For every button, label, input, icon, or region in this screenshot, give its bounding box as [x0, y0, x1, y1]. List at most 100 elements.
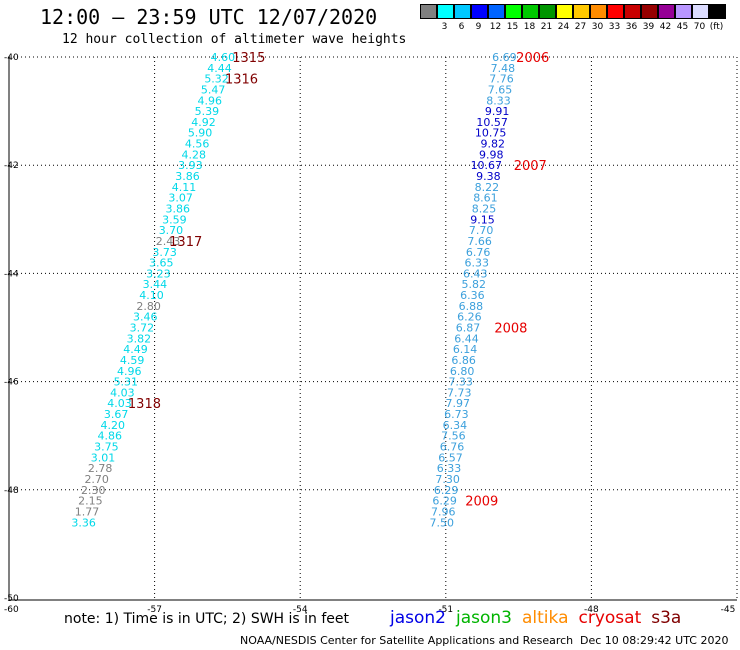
wave-height-value: 3.70: [159, 224, 184, 237]
wave-height-value: 5.39: [195, 105, 220, 118]
scale-swatch: [641, 4, 658, 19]
wave-height-value: 7.33: [448, 376, 473, 389]
wave-height-value: 2.70: [84, 473, 109, 486]
scale-label: 70: [693, 22, 706, 32]
wave-height-value: 6.34: [443, 419, 468, 432]
wave-height-value: 3.07: [168, 192, 193, 205]
wave-height-value: 7.56: [441, 430, 466, 443]
scale-label: 27: [574, 22, 587, 32]
wave-height-value: 6.76: [466, 246, 491, 259]
wave-height-value: 5.82: [462, 278, 487, 291]
lon-tick-label: -45: [721, 605, 736, 615]
scale-swatch: [556, 4, 573, 19]
wave-height-value: 3.86: [165, 202, 190, 215]
scale-label: 36: [625, 22, 638, 32]
wave-height-value: 3.46: [133, 311, 158, 324]
scale-swatch: [658, 4, 675, 19]
scale-swatch: [692, 4, 709, 19]
time-label: 2008: [494, 322, 527, 337]
scale-swatch: [471, 4, 488, 19]
time-label: 2006: [516, 51, 549, 66]
satellite-altika: altika: [522, 608, 569, 628]
satellite-jason3: jason3: [456, 608, 512, 628]
lon-tick-label: -51: [438, 605, 453, 615]
wave-height-value: 7.97: [446, 397, 471, 410]
wave-height-value: 5.47: [201, 83, 226, 96]
wave-height-value: 3.72: [130, 322, 155, 335]
scale-label: 42: [659, 22, 672, 32]
wave-height-value: 8.25: [472, 202, 497, 215]
wave-height-value: 4.56: [185, 138, 210, 151]
wave-height-value: 3.01: [91, 451, 116, 464]
wave-height-value: 6.14: [453, 343, 478, 356]
generated-timestamp: Dec 10 08:29:42 UTC 2020: [580, 634, 729, 647]
wave-height-value: 6.57: [438, 451, 463, 464]
wave-height-value: 7.66: [467, 235, 492, 248]
wave-height-value: 6.36: [460, 289, 485, 302]
footer-note: note: 1) Time is in UTC; 2) SWH is in fe…: [64, 611, 350, 627]
time-label: 1317: [169, 235, 202, 250]
lat-tick-label: -48: [4, 486, 19, 496]
scale-label: 9: [475, 22, 482, 32]
scale-label: 24: [557, 22, 570, 32]
wave-height-value: 4.59: [120, 354, 145, 367]
scale-label: 33: [608, 22, 621, 32]
wave-height-value: 6.26: [457, 311, 482, 324]
scale-label: (ft): [709, 22, 724, 32]
wave-height-value: 4.11: [172, 181, 197, 194]
wave-height-value: 9.15: [470, 213, 495, 226]
wave-height-value: 5.31: [114, 376, 139, 389]
wave-height-value: 4.10: [139, 289, 164, 302]
scale-swatch: [573, 4, 590, 19]
scale-swatch: [675, 4, 692, 19]
scale-swatch: [624, 4, 641, 19]
wave-height-value: 7.65: [488, 83, 513, 96]
wave-height-value: 2.43: [156, 235, 181, 248]
wave-height-value: 1.77: [75, 505, 100, 518]
wave-height-value: 9.38: [476, 170, 501, 183]
wave-height-value: 4.60: [211, 51, 236, 64]
wave-height-value: 2.15: [78, 495, 103, 508]
wave-height-value: 10.67: [471, 159, 503, 172]
wave-height-value: 7.30: [435, 473, 460, 486]
wave-height-value: 4.03: [107, 397, 132, 410]
time-label: 2007: [514, 159, 547, 174]
wave-height-value: 9.82: [480, 138, 505, 151]
wave-height-value: 4.44: [207, 62, 232, 75]
wave-height-value: 6.80: [450, 365, 475, 378]
wave-height-value: 7.76: [489, 73, 514, 86]
wave-height-value: 6.29: [434, 484, 459, 497]
scale-label: 18: [523, 22, 536, 32]
scale-swatch: [709, 4, 726, 19]
wave-height-value: 7.48: [491, 62, 516, 75]
time-label: 1316: [225, 73, 258, 88]
scale-label: 21: [540, 22, 553, 32]
scale-label: 6: [458, 22, 465, 32]
wave-height-value: 6.88: [459, 300, 484, 313]
wave-height-value: 7.50: [430, 516, 455, 529]
wave-height-value: 8.61: [473, 192, 498, 205]
scale-swatch: [505, 4, 522, 19]
wave-height-value: 7.70: [469, 224, 494, 237]
scale-label: 45: [676, 22, 689, 32]
wave-height-value: 6.73: [444, 408, 469, 421]
scale-swatch: [420, 4, 437, 19]
scale-label: 12: [489, 22, 502, 32]
wave-height-value: 6.76: [440, 441, 465, 454]
wave-height-value: 6.43: [463, 267, 488, 280]
wave-height-value: 4.96: [198, 94, 223, 107]
wave-height-value: 3.82: [127, 332, 152, 345]
wave-height-value: 5.90: [188, 127, 213, 140]
wave-height-value: 2.78: [88, 462, 113, 475]
wave-height-value: 4.28: [182, 148, 207, 161]
lat-tick-label: -44: [4, 269, 19, 279]
lat-tick-label: -50: [4, 594, 19, 604]
scale-swatch: [522, 4, 539, 19]
wave-height-value: 10.75: [475, 127, 507, 140]
time-label: 2009: [465, 495, 498, 510]
scale-swatch: [590, 4, 607, 19]
scale-swatch: [454, 4, 471, 19]
wave-height-value: 4.92: [191, 116, 216, 129]
page-subtitle: 12 hour collection of altimeter wave hei…: [62, 32, 407, 47]
